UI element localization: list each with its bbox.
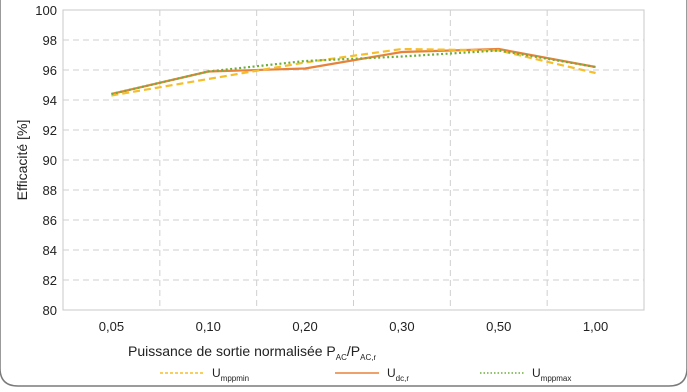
y-tick-label: 80 [43,303,57,318]
y-tick-label: 94 [43,93,57,108]
series-line-mppmin [111,47,596,97]
x-tick-label: 0,20 [292,319,317,334]
legend-label: Umppmax [532,366,571,383]
x-tick-label: 0,05 [99,319,124,334]
legend-label: Udc,r [387,366,409,383]
y-tick-label: 86 [43,213,57,228]
x-tick-label: 0,10 [196,319,221,334]
grid [62,9,645,311]
y-tick-label: 92 [43,123,57,138]
x-axis-label-slash: /P [347,343,360,359]
y-tick-labels: 80 82 84 86 88 90 92 94 96 98 100 [35,3,57,318]
x-axis-label-main: Puissance de sortie normalisée P [128,343,336,359]
legend-label: Umppmin [212,366,249,383]
y-tick-label: 98 [43,33,57,48]
x-tick-label: 0,50 [486,319,511,334]
series-line-mppmax [111,49,596,96]
y-tick-label: 100 [35,3,57,18]
x-tick-labels: 0,05 0,10 0,20 0,30 0,50 1,00 [99,319,608,334]
y-tick-label: 82 [43,273,57,288]
y-axis-label: Efficacité [%] [14,120,30,201]
x-tick-label: 0,30 [389,319,414,334]
x-tick-label: 1,00 [583,319,608,334]
y-tick-label: 90 [43,153,57,168]
legend: Umppmin Udc,r Umppmax [160,366,571,383]
series-layer [111,47,596,97]
x-axis-label: Puissance de sortie normalisée PAC/PAC,r [128,343,376,362]
y-tick-label: 96 [43,63,57,78]
y-tick-label: 88 [43,183,57,198]
y-tick-label: 84 [43,243,57,258]
x-axis-label-sub1: AC [336,353,347,362]
x-axis-label-sub2: AC,r [360,353,376,362]
